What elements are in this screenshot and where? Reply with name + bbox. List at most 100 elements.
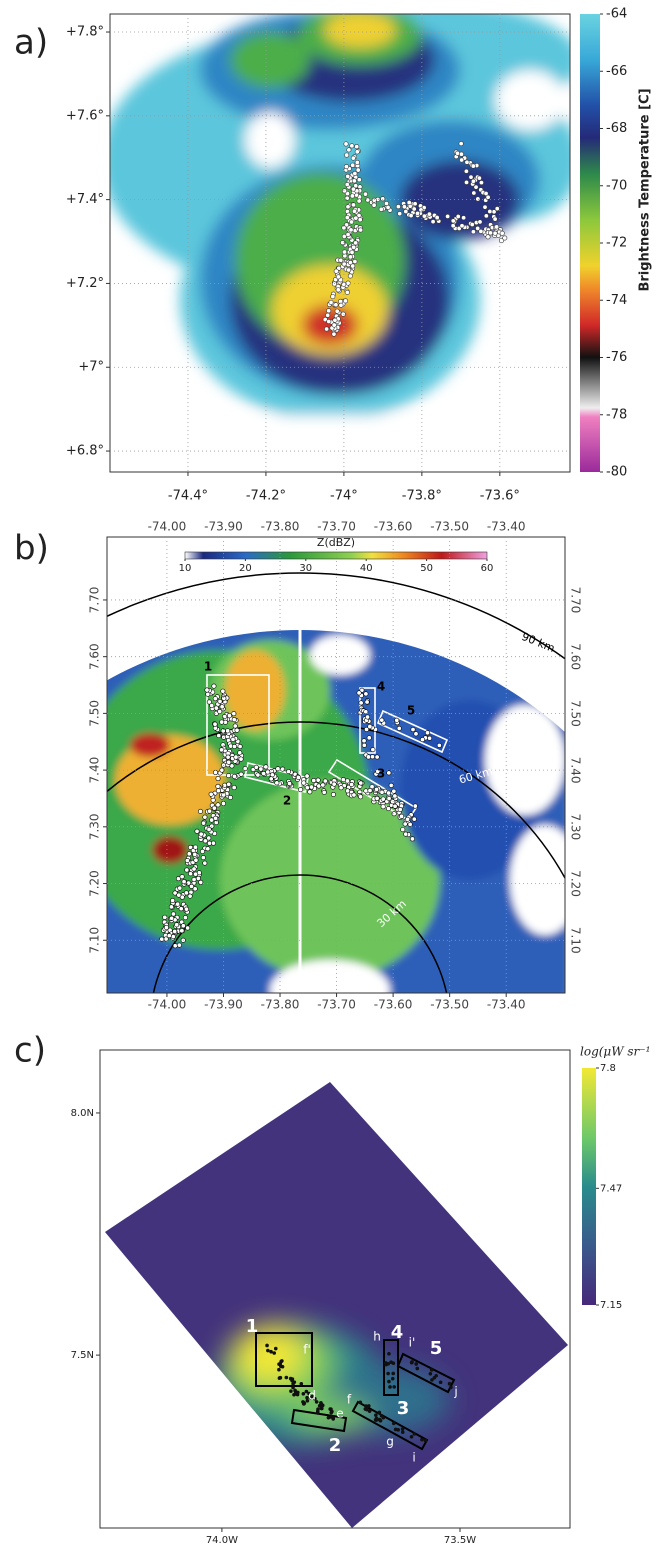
colorbar-tick-label: -70 bbox=[606, 178, 627, 193]
lightning-source bbox=[177, 943, 181, 947]
lightning-source bbox=[296, 1393, 299, 1396]
lightning-source bbox=[235, 728, 239, 732]
lightning-source bbox=[389, 1385, 392, 1388]
lightning-source bbox=[192, 877, 196, 881]
lightning-source bbox=[415, 1362, 418, 1365]
lightning-source bbox=[410, 1435, 413, 1438]
point-label: h bbox=[373, 1330, 381, 1344]
lightning-source bbox=[298, 787, 302, 791]
lightning-source bbox=[344, 153, 348, 157]
lightning-source bbox=[291, 1379, 294, 1382]
lightning-source bbox=[449, 1386, 452, 1389]
x-tick-label: -73.60 bbox=[374, 520, 413, 534]
lightning-source bbox=[217, 733, 221, 737]
lightning-source bbox=[329, 1408, 332, 1411]
lightning-source bbox=[200, 849, 204, 853]
lightning-source bbox=[382, 1416, 385, 1419]
lightning-source bbox=[355, 150, 359, 154]
lightning-source bbox=[188, 894, 192, 898]
lightning-source bbox=[185, 926, 189, 930]
x-tick-label: -73.8° bbox=[402, 489, 442, 504]
lightning-source bbox=[292, 1386, 295, 1389]
lightning-source bbox=[372, 203, 376, 207]
box-label: 2 bbox=[329, 1435, 342, 1456]
x-tick-label: -74.00 bbox=[148, 520, 187, 534]
lightning-source bbox=[192, 867, 196, 871]
lightning-source bbox=[256, 773, 260, 777]
lightning-source bbox=[384, 1361, 387, 1364]
lightning-source bbox=[261, 771, 265, 775]
lightning-source bbox=[225, 729, 229, 733]
lightning-source bbox=[378, 1411, 381, 1414]
lightning-source bbox=[413, 1432, 416, 1435]
lightning-source bbox=[201, 821, 205, 825]
lightning-source bbox=[435, 215, 439, 219]
lightning-source bbox=[424, 1439, 427, 1442]
point-label: f' bbox=[303, 1343, 311, 1357]
lightning-source bbox=[334, 303, 338, 307]
lightning-source bbox=[478, 220, 482, 224]
lightning-source bbox=[359, 781, 363, 785]
lightning-source bbox=[274, 1347, 277, 1350]
lightning-source bbox=[238, 751, 242, 755]
lightning-source bbox=[184, 891, 188, 895]
lightning-source bbox=[180, 928, 184, 932]
box-label: 4 bbox=[391, 1322, 404, 1343]
lightning-source bbox=[174, 923, 178, 927]
lightning-source bbox=[448, 1382, 451, 1385]
lightning-source bbox=[332, 1416, 335, 1419]
lightning-source bbox=[254, 765, 258, 769]
lightning-source bbox=[226, 773, 230, 777]
lightning-image bbox=[100, 1050, 570, 1530]
lightning-source bbox=[232, 717, 236, 721]
lightning-source bbox=[285, 1376, 288, 1379]
colorbar bbox=[582, 1068, 596, 1305]
lightning-source bbox=[427, 736, 431, 740]
lightning-source bbox=[336, 288, 340, 292]
lightning-source bbox=[464, 169, 468, 173]
lightning-source bbox=[351, 156, 355, 160]
lightning-source bbox=[230, 764, 234, 768]
lightning-source bbox=[410, 837, 414, 841]
lightning-source bbox=[173, 944, 177, 948]
colorbar-title: log(μW sr⁻¹ bbox=[580, 1045, 650, 1059]
lightning-source bbox=[280, 767, 284, 771]
lightning-source bbox=[188, 872, 192, 876]
lightning-source bbox=[430, 1378, 433, 1381]
lightning-source bbox=[393, 804, 397, 808]
lightning-source bbox=[392, 1372, 395, 1375]
lightning-source bbox=[391, 1377, 394, 1380]
lightning-source bbox=[345, 196, 349, 200]
lightning-source bbox=[227, 714, 231, 718]
y-tick-label: 7.60 bbox=[88, 643, 102, 670]
lightning-source bbox=[196, 876, 200, 880]
colorbar-title: Z(dBZ) bbox=[317, 536, 355, 549]
lightning-source bbox=[349, 228, 353, 232]
lightning-source bbox=[461, 216, 465, 220]
lightning-source bbox=[205, 688, 209, 692]
lightning-source bbox=[348, 255, 352, 259]
lightning-source bbox=[381, 797, 385, 801]
lightning-source bbox=[316, 778, 320, 782]
y-tick-label: 7.5N bbox=[71, 1350, 94, 1361]
y-tick-label: 7.20 bbox=[88, 870, 102, 897]
lightning-source bbox=[336, 275, 340, 279]
lightning-source bbox=[324, 327, 328, 331]
lightning-source bbox=[477, 176, 481, 180]
lightning-source bbox=[199, 880, 203, 884]
x-tick-label: -73.60 bbox=[374, 998, 413, 1012]
lightning-source bbox=[259, 767, 263, 771]
box-label: 5 bbox=[407, 704, 415, 718]
lightning-source bbox=[275, 781, 279, 785]
lightning-source bbox=[308, 790, 312, 794]
lightning-source bbox=[412, 207, 416, 211]
lightning-source bbox=[219, 748, 223, 752]
lightning-source bbox=[471, 230, 475, 234]
lightning-source bbox=[228, 795, 232, 799]
lightning-source bbox=[349, 220, 353, 224]
point-label: i' bbox=[409, 1336, 416, 1350]
lightning-source bbox=[320, 1406, 323, 1409]
lightning-source bbox=[226, 755, 230, 759]
lightning-source bbox=[302, 1392, 305, 1395]
lightning-source bbox=[179, 907, 183, 911]
